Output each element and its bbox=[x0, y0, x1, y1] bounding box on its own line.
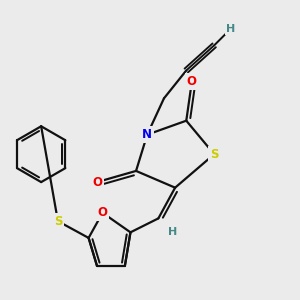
Text: S: S bbox=[210, 148, 218, 161]
Text: O: O bbox=[92, 176, 102, 189]
Text: H: H bbox=[226, 24, 236, 34]
Text: N: N bbox=[142, 128, 152, 141]
Text: O: O bbox=[98, 206, 108, 219]
Text: S: S bbox=[54, 215, 62, 228]
Text: H: H bbox=[168, 227, 177, 237]
Text: O: O bbox=[187, 75, 197, 88]
